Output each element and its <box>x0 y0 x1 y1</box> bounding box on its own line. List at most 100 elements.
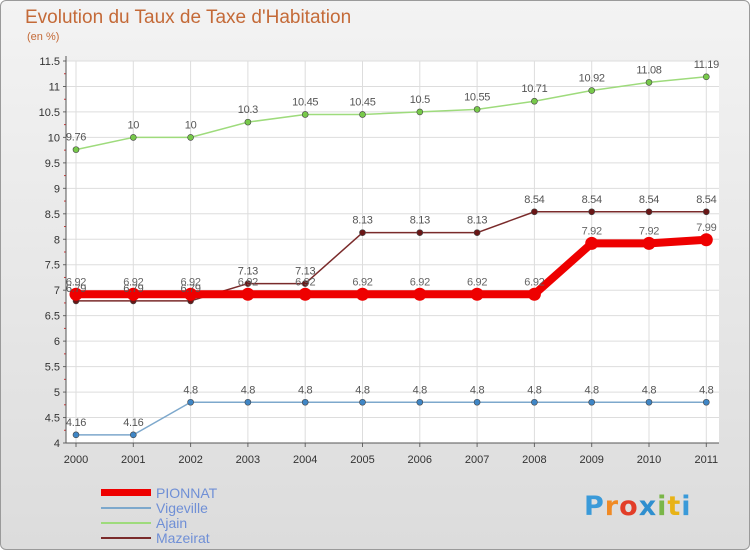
data-point-vigeville <box>187 398 194 406</box>
series-line-vigeville <box>76 401 707 436</box>
logo-letter: o <box>619 491 639 522</box>
data-point-pionnat <box>241 287 255 301</box>
data-point-ajain <box>130 134 137 141</box>
logo-letter: i <box>657 491 668 522</box>
y-tick-label: 4.5 <box>45 413 60 425</box>
data-label-pionnat: 6.92 <box>295 276 315 288</box>
legend-label-ajain: Ajain <box>156 515 188 531</box>
data-label-ajain: 10.92 <box>579 73 605 85</box>
data-label-vigeville: 4.8 <box>470 384 485 396</box>
data-point-mazeirat <box>702 208 710 216</box>
chart-title: Evolution du Taux de Taxe d'Habitation <box>25 7 352 28</box>
data-labels: 6.92 6.92 6.92 6.92 6.92 6.92 6.92 6.92 6.92 7.92… <box>66 59 719 429</box>
data-label-ajain: 9.76 <box>66 132 86 144</box>
data-point-mazeirat <box>473 229 481 236</box>
data-label-mazeirat: 6.79 <box>180 283 200 295</box>
data-point-pionnat <box>413 287 427 301</box>
data-label-ajain: 10.45 <box>292 96 318 108</box>
x-tick-label: 2009 <box>579 454 603 466</box>
data-point-pionnat <box>527 287 541 301</box>
legend-swatch-vigeville <box>101 507 151 509</box>
x-tick-label: 2010 <box>637 454 661 466</box>
data-point-mazeirat <box>416 229 424 236</box>
logo-letter: t <box>667 491 682 522</box>
data-label-vigeville: 4.8 <box>298 384 313 396</box>
data-label-vigeville: 4.8 <box>355 384 370 396</box>
data-point-pionnat <box>356 287 369 301</box>
data-point-vigeville <box>588 398 596 406</box>
data-label-vigeville: 4.16 <box>66 417 86 429</box>
data-label-pionnat: 6.92 <box>123 276 143 288</box>
legend-label-vigeville: Vigeville <box>156 500 208 516</box>
data-label-mazeirat: 7.13 <box>238 266 258 278</box>
data-point-ajain <box>588 87 596 94</box>
x-tick-label: 2001 <box>121 454 145 466</box>
data-point-ajain <box>473 106 481 113</box>
data-point-mazeirat <box>359 229 366 236</box>
data-point-pionnat <box>69 287 83 301</box>
data-point-ajain <box>244 118 252 126</box>
proxiti-logo: Proxiti <box>584 491 692 522</box>
data-point-ajain <box>645 79 653 86</box>
data-point-mazeirat <box>244 280 252 287</box>
x-tick-label: 2006 <box>408 454 432 466</box>
logo-letter: x <box>638 491 658 522</box>
data-point-mazeirat <box>645 208 653 216</box>
x-tick-label: 2005 <box>350 454 374 466</box>
data-point-vigeville <box>531 398 538 406</box>
data-label-mazeirat: 8.54 <box>582 194 602 206</box>
grid <box>66 60 719 444</box>
data-label-pionnat: 7.99 <box>696 222 716 234</box>
data-point-vigeville <box>473 398 481 406</box>
data-label-mazeirat: 8.13 <box>467 215 487 227</box>
data-label-ajain: 10 <box>185 119 197 131</box>
data-point-vigeville <box>702 398 710 406</box>
data-label-mazeirat: 8.13 <box>410 215 430 227</box>
data-label-vigeville: 4.8 <box>183 384 198 396</box>
data-label-mazeirat: 8.54 <box>696 194 716 206</box>
x-tick-label: 2002 <box>178 454 202 466</box>
data-point-pionnat <box>470 287 484 301</box>
data-label-ajain: 10.55 <box>464 91 490 103</box>
data-point-pionnat <box>699 233 713 247</box>
series-line-ajain <box>75 76 707 151</box>
y-tick-label: 11 <box>49 81 60 93</box>
series-line-mazeirat <box>76 211 707 302</box>
y-tick-label: 8 <box>54 234 60 246</box>
data-label-mazeirat: 6.79 <box>123 283 143 295</box>
data-label-mazeirat: 7.13 <box>295 266 315 278</box>
data-label-ajain: 10.3 <box>238 104 258 116</box>
series-lines <box>69 73 713 439</box>
y-tick-label: 7 <box>54 285 60 297</box>
y-tick-label: 10 <box>48 132 60 144</box>
data-label-ajain: 10.45 <box>349 96 375 108</box>
y-tick-label: 11.5 <box>39 56 60 68</box>
data-label-vigeville: 4.8 <box>699 384 714 396</box>
legend-item-mazeirat: Mazeirat <box>101 530 301 546</box>
data-point-mazeirat <box>531 208 538 216</box>
data-label-vigeville: 4.8 <box>584 384 599 396</box>
data-point-pionnat <box>642 236 656 250</box>
data-label-pionnat: 6.92 <box>352 276 372 288</box>
data-point-ajain <box>72 146 80 153</box>
data-point-ajain <box>416 108 424 116</box>
series-line-pionnat <box>76 235 707 299</box>
data-point-vigeville <box>130 431 137 439</box>
legend-label-mazeirat: Mazeirat <box>156 530 210 546</box>
data-point-vigeville <box>645 398 653 406</box>
plot-area <box>66 61 719 443</box>
y-tick-label: 9.5 <box>45 158 60 170</box>
data-point-pionnat <box>585 236 599 250</box>
x-tick-label: 2011 <box>694 454 718 466</box>
data-label-vigeville: 4.8 <box>642 384 657 396</box>
data-point-vigeville <box>244 398 252 406</box>
y-tick-label: 5.5 <box>45 362 60 374</box>
data-point-ajain <box>359 111 366 118</box>
data-label-pionnat: 6.92 <box>66 276 86 288</box>
data-label-mazeirat: 8.13 <box>352 215 372 227</box>
data-label-vigeville: 4.8 <box>527 384 542 396</box>
legend-label-pionnat: PIONNAT <box>156 485 218 501</box>
data-label-mazeirat: 8.54 <box>524 194 544 206</box>
